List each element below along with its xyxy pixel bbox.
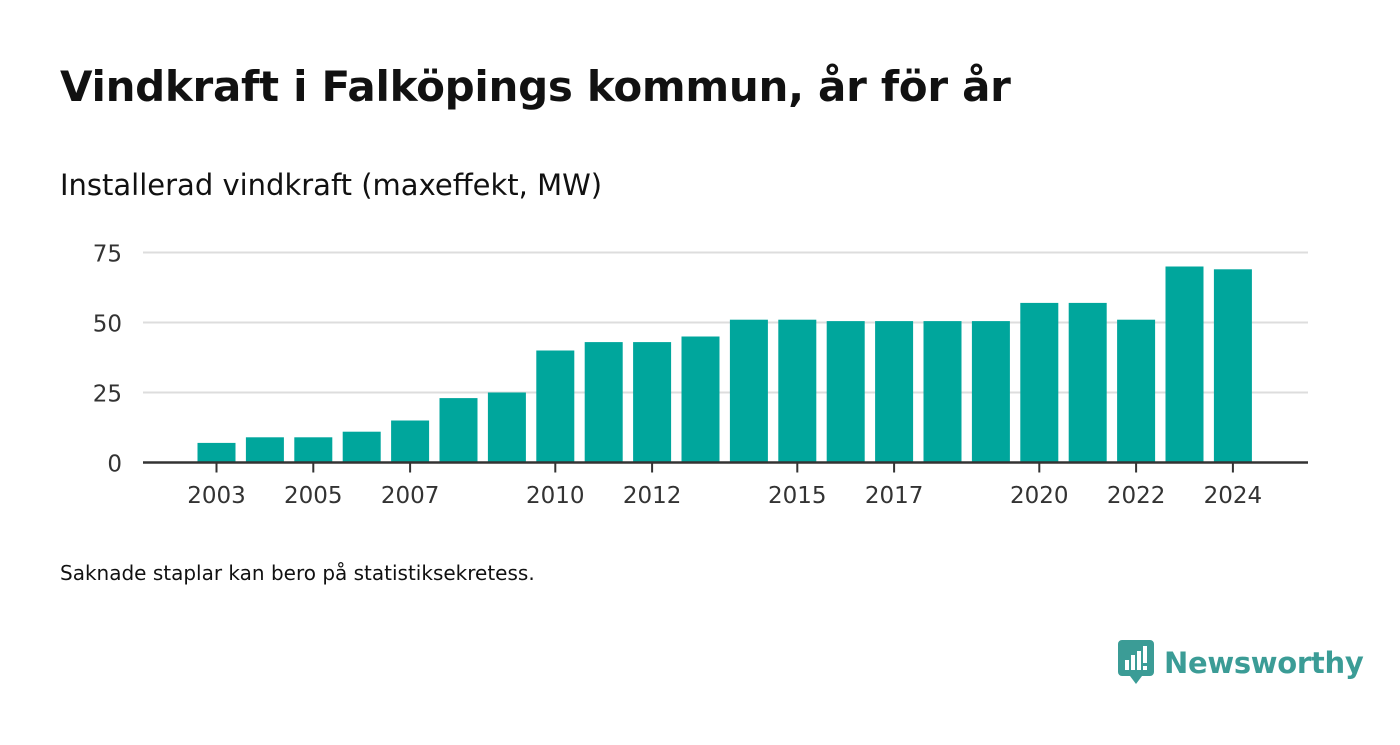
x-tick-label: 2005 [284, 483, 343, 509]
bar-2020 [1020, 302, 1059, 463]
bar-2021 [1068, 302, 1107, 463]
x-tick-label: 2020 [1010, 483, 1069, 509]
x-tick-label: 2015 [768, 483, 827, 509]
bar-2011 [584, 342, 623, 463]
x-tick-label: 2007 [381, 483, 440, 509]
x-tick-label: 2024 [1204, 483, 1263, 509]
bar-2015 [778, 319, 817, 463]
chart-subtitle: Installerad vindkraft (maxeffekt, MW) [60, 168, 603, 202]
bar-2005 [294, 437, 333, 463]
footnote: Saknade staplar kan bero på statistiksek… [60, 561, 535, 585]
axes: 0 25 50 75 2003 2005 2007 2010 2012 2015 2017 2020 2… [93, 242, 1308, 509]
bar-2019 [971, 321, 1010, 463]
bar-2012 [633, 342, 672, 463]
bars [197, 266, 1252, 463]
y-tick-label: 75 [93, 242, 122, 268]
x-tick-label: 2022 [1107, 483, 1166, 509]
brand-logo: Newsworthy [1118, 640, 1364, 686]
bar-2023 [1165, 266, 1204, 463]
y-tick-label: 25 [93, 382, 122, 408]
gridlines [143, 251, 1308, 394]
bar-2006 [342, 431, 381, 463]
y-tick-label: 0 [107, 452, 122, 478]
bar-2010 [536, 350, 575, 463]
bar-2024 [1213, 269, 1252, 463]
x-tick-label: 2010 [526, 483, 585, 509]
bar-2013 [681, 336, 720, 463]
bar-2007 [391, 420, 430, 463]
bar-2022 [1117, 319, 1156, 463]
y-tick-label: 50 [93, 312, 122, 338]
bar-2003 [197, 442, 236, 463]
newsworthy-logo-icon [1118, 640, 1154, 684]
bar-2004 [245, 437, 284, 463]
x-tick-label: 2012 [623, 483, 682, 509]
x-tick-label: 2017 [865, 483, 924, 509]
bar-2016 [826, 321, 865, 463]
brand-name: Newsworthy [1164, 646, 1364, 680]
chart-title: Vindkraft i Falköpings kommun, år för år [60, 62, 1011, 111]
bar-2018 [923, 321, 962, 463]
x-tick-label: 2003 [187, 483, 246, 509]
bar-2014 [729, 319, 768, 463]
bar-2009 [487, 392, 526, 463]
bar-2008 [439, 398, 478, 463]
bar-2017 [875, 321, 914, 463]
